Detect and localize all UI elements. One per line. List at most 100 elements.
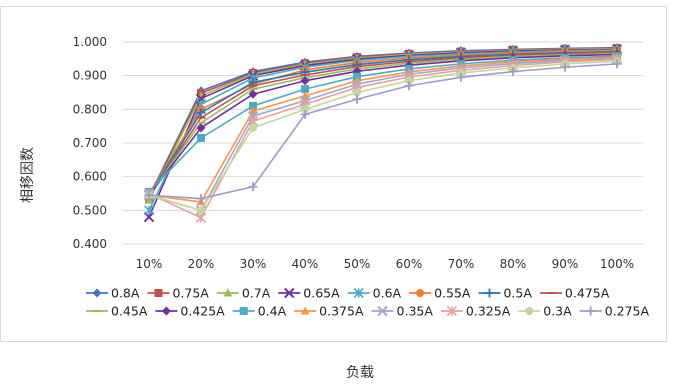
legend-swatch-marker [239,307,248,315]
axes: 0.400 0.500 0.600 0.700 0.800 0.900 1.000 10% 20… [73,35,635,271]
x-tick-label: 90% [552,257,579,271]
data-point [352,94,362,104]
x-tick-label: 30% [240,257,267,271]
legend-label: 0.65A [303,286,340,301]
data-point [196,194,206,204]
legend-item: 0.5A [478,286,532,301]
y-tick-label: 0.600 [73,170,107,184]
data-point [249,123,257,132]
legend-swatch-marker [300,306,310,315]
legend-label: 0.325A [466,304,511,319]
legend-label: 0.75A [172,286,209,301]
x-tick-label: 70% [448,257,475,271]
series-line [148,48,618,218]
series-line [148,51,618,198]
data-point [301,105,309,114]
data-point [197,206,205,215]
legend-label: 0.6A [373,286,402,301]
legend-label: 0.3A [543,304,572,319]
y-axis-title: 相移因数 [20,147,36,203]
series-line [148,56,618,203]
series-line [148,53,618,196]
data-point [143,205,155,216]
legend-item: 0.275A [579,304,650,319]
legend-swatch-marker [377,305,388,317]
legend-swatch-marker [161,306,171,316]
legend-item: 0.8A [86,286,140,301]
y-tick-label: 0.900 [73,69,107,83]
legend-swatch-marker [446,305,457,317]
y-tick-label: 0.800 [73,102,107,116]
x-tick-label: 10% [136,257,163,271]
x-tick-label: 50% [344,257,371,271]
data-point [404,81,414,91]
data-point [560,62,570,72]
data-point [405,76,413,85]
legend-label: 0.425A [180,304,225,319]
legend-swatch-marker [525,307,534,315]
data-point [196,123,206,133]
data-point [195,212,207,223]
data-point [301,85,309,94]
y-tick-label: 0.400 [73,237,107,251]
legend-swatch-marker [586,306,596,316]
series-line [148,63,618,200]
legend-label: 0.375A [319,304,364,319]
legend-swatch-marker [154,289,163,297]
data-point [456,72,466,82]
legend-item: 0.375A [294,304,364,319]
legend-item: 0.3A [518,304,572,319]
data-point [248,182,258,192]
legend-item: 0.65A [278,286,340,301]
series-line [148,60,618,212]
legend-label: 0.35A [397,304,434,319]
data-point [353,88,361,97]
data-point [300,76,310,86]
data-point [248,89,258,99]
legend-item: 0.475A [539,286,610,301]
x-tick-label: 60% [396,257,423,271]
legend-swatch-marker [223,288,233,297]
legend-label: 0.4A [258,304,287,319]
legend-item: 0.75A [147,286,209,301]
data-point [144,190,154,200]
legend-label: 0.7A [242,286,271,301]
series-line [148,55,618,193]
legend-swatch-marker [484,288,494,298]
legend-item: 0.6A [347,286,402,301]
series-line [148,52,618,196]
series-line [148,57,618,212]
x-tick-label: 100% [600,257,634,271]
legend: 0.8A 0.75A 0.7A 0.65A 0.6A 0.55A 0.5A 0.475A 0.4… [86,286,649,319]
legend-label: 0.45A [111,304,148,319]
legend-item: 0.35A [371,304,434,319]
x-tick-label: 20% [188,257,215,271]
data-point [144,195,154,204]
y-tick-label: 1.000 [73,35,107,49]
legend-swatch-marker [92,288,102,298]
data-point [300,109,310,119]
data-point [249,101,257,110]
data-point [197,133,205,142]
legend-item: 0.425A [155,304,225,319]
legend-item: 0.4A [232,304,287,319]
legend-label: 0.55A [434,286,471,301]
data-point [612,59,622,69]
data-point [508,67,518,77]
x-axis-title: 负载 [346,365,374,381]
series-line [148,50,618,196]
x-tick-label: 40% [292,257,319,271]
legend-item: 0.55A [409,286,471,301]
series-0.275A [144,59,622,204]
legend-item: 0.325A [440,304,511,319]
y-tick-label: 0.700 [73,136,107,150]
series-line [148,49,618,211]
y-tick-label: 0.500 [73,203,107,217]
legend-item: 0.45A [86,304,148,319]
legend-label: 0.275A [605,304,650,319]
legend-swatch-marker [284,287,295,299]
legend-swatch-marker [353,287,364,299]
series-0.3A [145,57,621,215]
